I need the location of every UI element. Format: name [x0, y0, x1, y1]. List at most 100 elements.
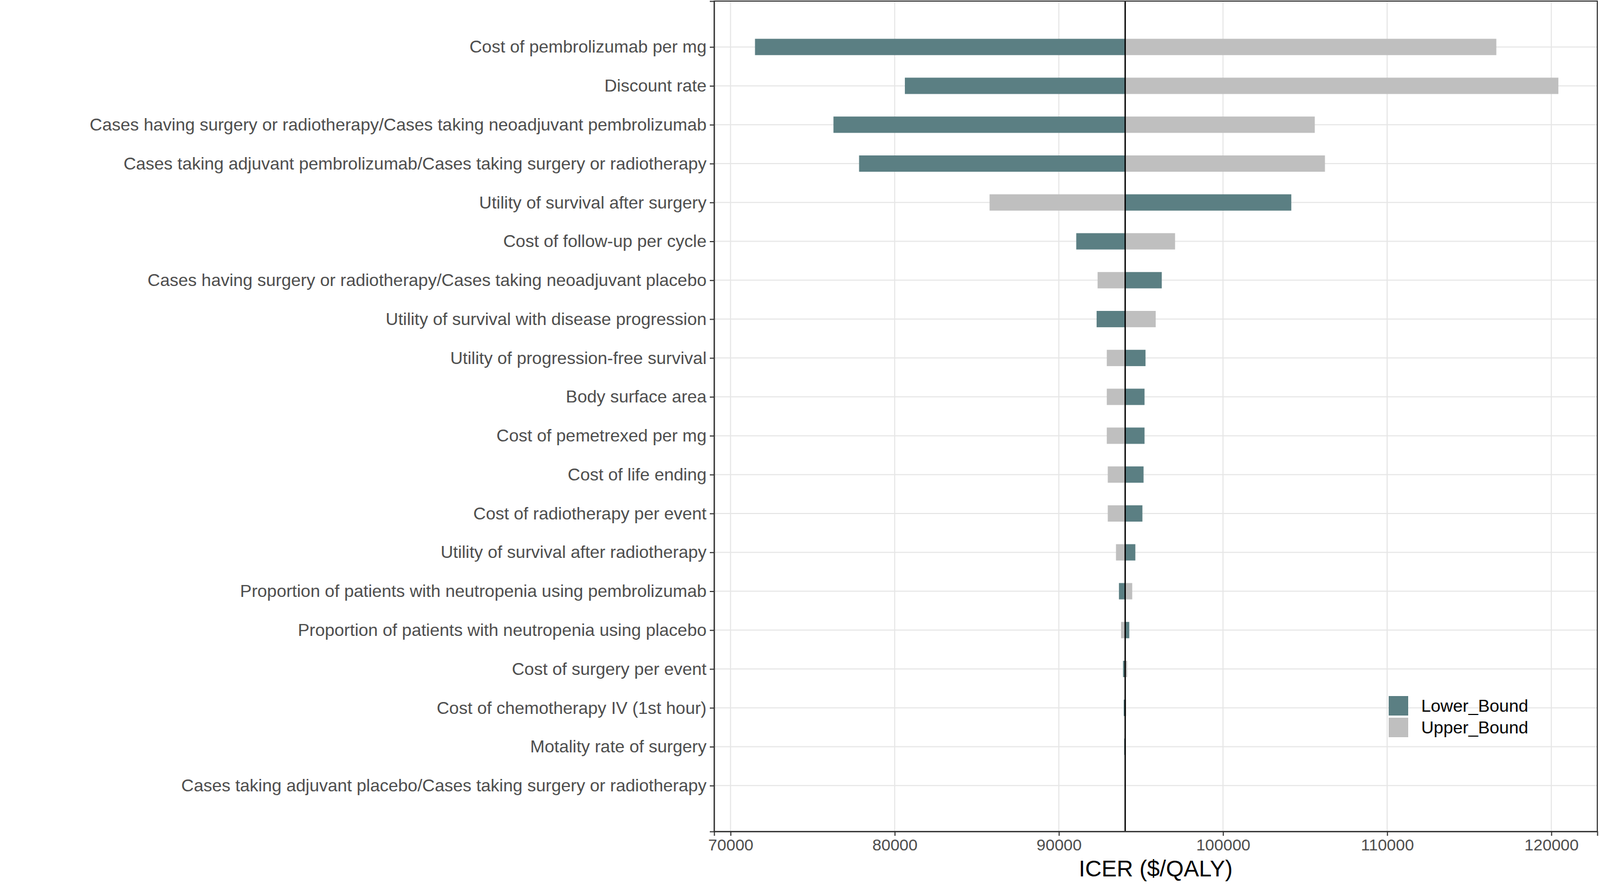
bar: [1125, 271, 1163, 289]
tick-label: 80000: [872, 836, 918, 854]
bar: [1125, 155, 1326, 172]
tick: Cases having surgery or radiotherapy/Cas…: [89, 114, 715, 135]
tick: Cases having surgery or radiotherapy/Cas…: [147, 270, 715, 290]
grid-line: [1550, 1, 1552, 832]
tick-mark: [1387, 831, 1389, 837]
tick-label: 100000: [1196, 836, 1251, 854]
grid-line: [714, 357, 1598, 359]
tick-mark: [709, 241, 715, 243]
tick-label: Proportion of patients with neutropenia …: [240, 581, 707, 601]
tick-mark: [1551, 831, 1553, 837]
tick: Body surface area: [565, 386, 715, 407]
tick-label: Utility of survival after surgery: [478, 192, 707, 213]
bar: [989, 194, 1125, 211]
tick: Utility of survival with disease progres…: [385, 309, 715, 329]
plot: 70000 80000 90000 100000 110000 120000 Cost of…: [89, 1, 1598, 854]
tick-label: 110000: [1361, 836, 1415, 854]
tick: Utility of survival after surgery: [478, 192, 715, 213]
tick-mark: [709, 357, 715, 359]
tick-mark: [709, 785, 715, 787]
y-axis: Cost of pembrolizumab per mg Discount rat…: [89, 1, 715, 833]
tick-mark: [709, 124, 715, 126]
grid-line: [714, 785, 1598, 787]
tick-mark: [709, 552, 715, 554]
grid-line: [714, 474, 1598, 476]
tick-mark: [730, 831, 732, 837]
tick: 90000: [1036, 831, 1082, 854]
tick: Cases taking adjuvant pembrolizumab/Case…: [123, 153, 715, 174]
grid-line: [714, 513, 1598, 515]
grid-line: [714, 552, 1598, 554]
tick-label: 90000: [1036, 836, 1082, 854]
grid-line: [729, 1, 731, 832]
tick-mark: [709, 435, 715, 437]
tick-mark: [709, 202, 715, 204]
bar: [1106, 427, 1126, 444]
tick-mark: [709, 669, 715, 671]
tick-mark: [709, 630, 715, 632]
axis-line: [709, 1, 715, 833]
tick-label: Cost of life ending: [567, 464, 707, 485]
grid-line: [714, 435, 1598, 437]
tick: Motality rate of surgery: [530, 736, 715, 757]
tick: Proportion of patients with neutropenia …: [240, 581, 715, 601]
grid: [714, 1, 1598, 832]
bar: [1097, 271, 1126, 289]
tick-mark: [709, 591, 715, 593]
bar: [1125, 116, 1316, 133]
tick-mark: [709, 280, 715, 282]
tick: 110000: [1361, 831, 1415, 854]
bar: [1125, 427, 1145, 444]
tick-mark: [709, 85, 715, 87]
tick: Utility of survival after radiotherapy: [440, 542, 715, 562]
tick-mark: [709, 707, 715, 709]
tick: Cost of radiotherapy per event: [473, 503, 715, 524]
tick-label: Cost of surgery per event: [512, 659, 707, 679]
bar: [754, 39, 1125, 56]
tick-label: Cases having surgery or radiotherapy/Cas…: [89, 114, 707, 135]
tick-label: Cost of pembrolizumab per mg: [469, 36, 707, 57]
legend-key: [1388, 696, 1409, 716]
tick-label: Utility of survival with disease progres…: [385, 309, 707, 329]
bar: [1096, 311, 1126, 328]
bar: [1108, 505, 1126, 522]
tick-label: Cases taking adjuvant placebo/Cases taki…: [181, 775, 707, 796]
tick-label: Body surface area: [565, 386, 707, 407]
tick-mark: [1222, 831, 1224, 837]
tick: Proportion of patients with neutropenia …: [298, 620, 715, 640]
bar: [1125, 77, 1559, 94]
axis-line: [714, 832, 1598, 837]
tick-mark: [709, 163, 715, 165]
tick: Cost of surgery per event: [512, 659, 715, 679]
chart: 70000 80000 90000 100000 110000 120000 Cost of…: [0, 0, 1600, 884]
tick-label: Motality rate of surgery: [530, 736, 707, 757]
bar: [1125, 389, 1145, 406]
bar: [1118, 583, 1126, 600]
tick-label: Utility of survival after radiotherapy: [440, 542, 707, 562]
bar: [1125, 194, 1292, 211]
tick-mark: [709, 396, 715, 398]
bar: [1125, 544, 1136, 561]
bar: [1125, 350, 1146, 367]
tick: 70000: [708, 831, 754, 854]
bars: [754, 1, 1559, 832]
grid-line: [714, 590, 1598, 592]
tick-label: Cost of chemotherapy IV (1st hour): [436, 698, 707, 718]
tick-mark: [709, 46, 715, 48]
legend-label: Upper_Bound: [1421, 717, 1528, 738]
bar: [859, 155, 1126, 172]
plot-background: [714, 1, 1598, 832]
tick: Cost of life ending: [567, 464, 715, 485]
tick: Cost of pembrolizumab per mg: [469, 36, 715, 57]
tick-label: 120000: [1524, 836, 1579, 854]
grid-line: [714, 746, 1598, 748]
tick: Cost of pemetrexed per mg: [496, 425, 715, 446]
bar: [1125, 583, 1133, 600]
legend-label: Lower_Bound: [1421, 696, 1528, 716]
tick-mark: [709, 319, 715, 321]
tick: 80000: [872, 831, 918, 854]
tick-mark: [709, 746, 715, 748]
tick-label: Utility of progression-free survival: [450, 348, 707, 368]
tick-label: Discount rate: [604, 75, 707, 96]
tick: 120000: [1524, 831, 1579, 854]
